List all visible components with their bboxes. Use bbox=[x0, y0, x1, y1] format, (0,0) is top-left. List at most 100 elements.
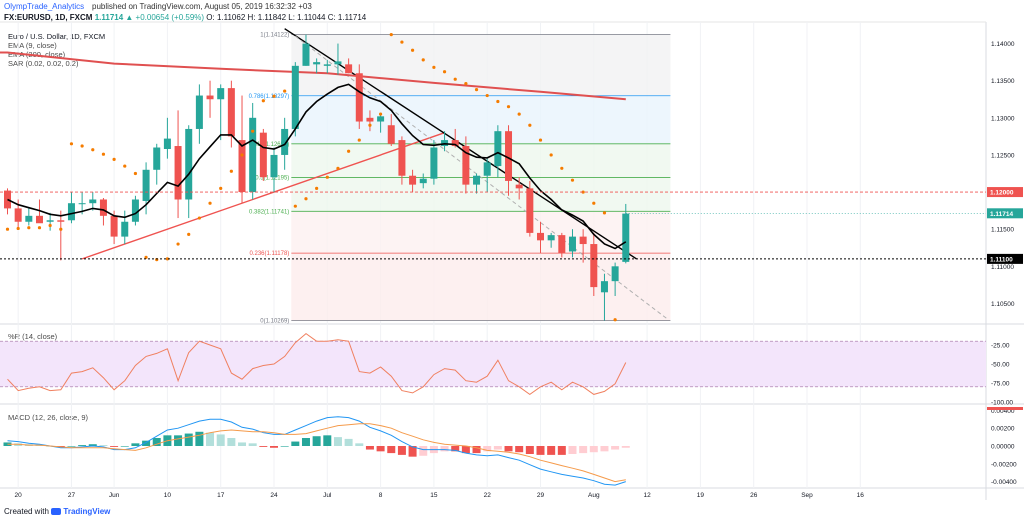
macd-histogram-bar bbox=[483, 446, 492, 452]
macd-histogram-bar bbox=[259, 446, 268, 447]
candle-body bbox=[14, 208, 22, 222]
candle-body bbox=[568, 236, 576, 252]
macd-histogram-bar bbox=[333, 437, 342, 446]
candle-body bbox=[121, 221, 129, 237]
sar-dot bbox=[304, 197, 308, 201]
wr-path bbox=[7, 332, 627, 396]
macd-histogram-bar bbox=[376, 446, 385, 452]
macd-histogram-bar bbox=[248, 443, 257, 446]
sar-dot bbox=[123, 164, 127, 168]
footer-brand[interactable]: TradingView bbox=[63, 507, 111, 516]
candle-body bbox=[78, 203, 86, 205]
macd-histogram-bar bbox=[611, 446, 620, 450]
candle-body bbox=[99, 199, 107, 216]
symbol-line: FX:EURUSD, 1D, FXCM 1.11714 ▲ +0.00654 (… bbox=[4, 13, 366, 23]
time-tick-label: 20 bbox=[15, 492, 23, 499]
fib-zone-fill bbox=[291, 34, 671, 96]
sar-dot bbox=[91, 148, 95, 152]
time-tick-label: 19 bbox=[697, 492, 705, 499]
legend-ema200[interactable]: EMA (200, close) bbox=[8, 50, 66, 59]
symbol-label: FX:EURUSD, 1D, FXCM bbox=[4, 13, 93, 22]
legend-williams-r[interactable]: %R (14, close) bbox=[8, 332, 58, 341]
fib-level-label: 0(1.10269) bbox=[260, 319, 289, 325]
macd-histogram-bar bbox=[451, 446, 460, 452]
ema9-line bbox=[7, 83, 627, 250]
macd-histogram-bar bbox=[355, 443, 364, 446]
candle-body bbox=[323, 64, 331, 66]
candle-body bbox=[409, 175, 417, 185]
candle-body bbox=[515, 184, 523, 189]
sar-dot bbox=[16, 226, 20, 231]
candle-body bbox=[25, 215, 33, 222]
sar-dot bbox=[602, 211, 607, 215]
candle-body bbox=[46, 220, 54, 222]
sar-dot bbox=[283, 89, 287, 93]
ema200-line bbox=[0, 51, 626, 101]
macd-histogram-bar bbox=[419, 446, 428, 456]
macd-histogram-bar bbox=[547, 446, 556, 455]
fib-zone-fill bbox=[291, 253, 671, 321]
macd-histogram-bar bbox=[67, 446, 76, 447]
time-tick-label: 24 bbox=[270, 492, 278, 499]
candle-body bbox=[35, 215, 43, 224]
legend-sar[interactable]: SAR (0.02, 0.02, 0.2) bbox=[8, 59, 79, 68]
sar-dot bbox=[176, 242, 180, 246]
macd-histogram-bar bbox=[515, 446, 524, 453]
candle-body bbox=[419, 178, 427, 184]
author-link[interactable]: OlympTrade_Analytics bbox=[4, 2, 85, 11]
macd-histogram-bar bbox=[472, 446, 481, 454]
sar-dot bbox=[410, 48, 415, 52]
sar-dot bbox=[219, 186, 223, 190]
macd-histogram-bar bbox=[408, 446, 417, 457]
price-axis[interactable]: 1.14000 1.13500 1.13000 1.12500 1.12000 1.115… bbox=[987, 41, 1023, 486]
wr-tick-label: -25.00 bbox=[991, 343, 1010, 350]
candle-body bbox=[142, 169, 150, 201]
time-axis[interactable]: 20 27 Jun 10 17 24 Jul 8 15 22 29 Aug 12 19 26 Sep 16 bbox=[15, 492, 865, 499]
sar-dot bbox=[229, 169, 233, 173]
tradingview-logo-icon bbox=[51, 508, 62, 516]
candle-body bbox=[398, 140, 406, 176]
macd-histogram-bar bbox=[312, 436, 321, 446]
candle-body bbox=[185, 128, 193, 200]
badge-current-bg bbox=[987, 208, 1023, 219]
sar-dot bbox=[432, 65, 436, 69]
sar-dot bbox=[421, 58, 425, 62]
sar-dot bbox=[240, 153, 244, 157]
legend-ema9[interactable]: EMA (9, close) bbox=[8, 41, 57, 50]
fib-zone-fill bbox=[291, 143, 671, 178]
badge-1110: 1.11100 bbox=[990, 256, 1013, 263]
candle-body bbox=[89, 199, 97, 204]
sar-dot bbox=[37, 226, 42, 230]
time-tick-label: 16 bbox=[857, 492, 865, 499]
time-tick-label: 12 bbox=[643, 492, 651, 499]
fibonacci-retracement[interactable]: 1(1.14122) 0.786(1.13297) 0.618(1.12650) 0.… bbox=[249, 33, 671, 325]
sar-dots bbox=[5, 33, 617, 322]
sar-dot bbox=[357, 138, 361, 142]
time-tick-label: 26 bbox=[750, 492, 758, 499]
macd-histogram-bar bbox=[579, 446, 588, 454]
macd-tick-label: -0.00200 bbox=[991, 461, 1017, 468]
sar-dot bbox=[400, 40, 404, 44]
macd-histogram-bar bbox=[131, 443, 140, 446]
candle-body bbox=[110, 215, 118, 237]
candle-body bbox=[57, 220, 65, 222]
macd-histogram-bar bbox=[525, 446, 534, 454]
time-tick-label: 27 bbox=[68, 492, 76, 499]
macd-histogram-bar bbox=[120, 446, 129, 447]
candle-body bbox=[600, 281, 608, 293]
sar-dot bbox=[538, 138, 543, 142]
candle-body bbox=[227, 88, 235, 137]
macd-histogram-bar bbox=[323, 435, 332, 446]
fib-zone-fill bbox=[291, 177, 671, 212]
macd-tick-label: 0.00400 bbox=[991, 408, 1015, 415]
fib-zone-fill bbox=[291, 95, 671, 144]
candle-body bbox=[366, 117, 374, 122]
macd-histogram-bar bbox=[216, 434, 225, 446]
sar-dot bbox=[347, 149, 351, 153]
candle-body bbox=[377, 116, 385, 122]
fib-level-label: 0.618(1.12650) bbox=[249, 142, 290, 148]
legend-macd[interactable]: MACD (12, 26, close, 9) bbox=[8, 413, 89, 422]
fib-zone-fill bbox=[291, 211, 671, 254]
candle-body bbox=[174, 146, 182, 200]
